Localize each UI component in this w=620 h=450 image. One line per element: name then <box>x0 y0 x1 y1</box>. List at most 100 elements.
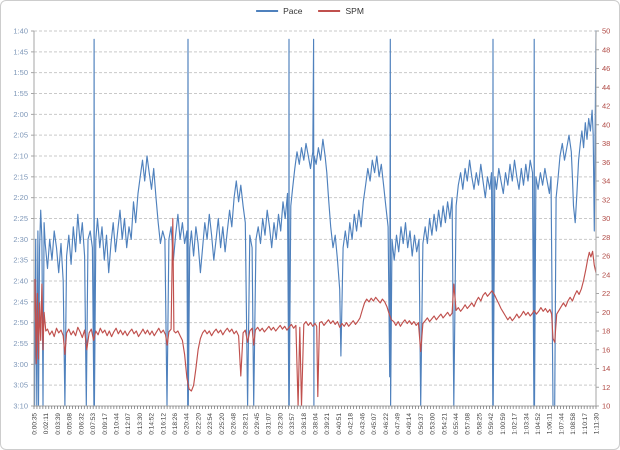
x-axis-tick-label: 0:28:21 <box>242 413 249 435</box>
x-axis-tick-label: 0:18:26 <box>172 413 179 435</box>
left-axis-tick-label: 2:10 <box>13 152 28 161</box>
left-axis-tick-label: 3:00 <box>13 360 28 369</box>
x-axis-tick-label: 1:08:58 <box>570 413 577 435</box>
x-axis-tick-label: 0:05:08 <box>67 413 74 435</box>
x-axis-tick-label: 0:22:20 <box>195 413 202 435</box>
x-axis-tick-label: 0:33:57 <box>289 413 296 435</box>
x-axis-labels: 0:00:35 0:02:11 0:03:39 0:05:08 0:06:32 0:07:… <box>32 413 601 435</box>
right-axis-tick-label: 34 <box>602 177 610 186</box>
left-axis-tick-label: 1:45 <box>13 47 28 56</box>
x-axis-tick-label: 0:59:42 <box>488 413 495 435</box>
x-axis-tick-label: 0:16:12 <box>160 413 167 435</box>
x-axis-tick-label: 0:07:53 <box>90 413 97 435</box>
left-axis-tick-label: 2:40 <box>13 277 28 286</box>
legend-item-pace: Pace <box>256 7 302 16</box>
right-axis-tick-label: 36 <box>602 158 610 167</box>
x-axis-tick-label: 0:03:39 <box>55 413 62 435</box>
left-axis-tick-label: 3:10 <box>13 402 28 411</box>
x-axis-tick-label: 0:20:44 <box>184 413 191 435</box>
x-axis-tick-label: 1:00:59 <box>500 413 507 435</box>
right-axis-tick-label: 38 <box>602 139 610 148</box>
x-axis-tick-label: 0:13:30 <box>137 413 144 435</box>
right-axis-tick-label: 48 <box>602 45 610 54</box>
x-axis-tick-label: 0:43:46 <box>359 413 366 435</box>
x-axis-tick-label: 0:23:54 <box>207 413 214 435</box>
x-axis-tick-label: 0:50:37 <box>418 413 425 435</box>
left-axis-tick-label: 2:30 <box>13 235 28 244</box>
x-axis-tick-label: 0:45:07 <box>371 413 378 435</box>
left-axis-tick-label: 2:05 <box>13 131 28 140</box>
left-axis-tick-label: 1:40 <box>13 27 28 36</box>
x-axis-tick-label: 0:57:08 <box>465 413 472 435</box>
left-axis-tick-label: 2:50 <box>13 318 28 327</box>
x-axis-tick-label: 0:54:21 <box>441 413 448 435</box>
left-axis-tick-label: 1:55 <box>13 89 28 98</box>
right-axis-tick-label: 26 <box>602 252 610 261</box>
x-axis-tick-label: 0:00:35 <box>32 413 39 435</box>
x-axis-tick-label: 0:36:18 <box>301 413 308 435</box>
x-axis-tick-strip <box>33 406 597 409</box>
right-axis-tick-label: 18 <box>602 327 610 336</box>
x-axis-tick-label: 0:58:25 <box>476 413 483 435</box>
x-axis-tick-label: 0:26:48 <box>231 413 238 435</box>
right-axis-tick-label: 22 <box>602 289 610 298</box>
right-axis-tick-label: 10 <box>602 402 610 411</box>
pace-legend-line-icon <box>256 10 279 13</box>
x-axis-tick-label: 0:12:07 <box>125 413 132 435</box>
right-axis-tick-label: 30 <box>602 214 610 223</box>
right-axis-tick-label: 50 <box>602 27 610 36</box>
left-axis-tick-label: 3:05 <box>13 381 28 390</box>
x-axis-tick-label: 0:25:20 <box>219 413 226 435</box>
right-axis-tick-label: 40 <box>602 120 610 129</box>
x-axis-tick-label: 0:38:04 <box>313 413 320 435</box>
x-axis-tick-label: 1:11:30 <box>594 413 601 435</box>
right-axis-tick-label: 24 <box>602 270 610 279</box>
right-axis-tick-label: 44 <box>602 83 610 92</box>
chart-legend: Pace SPM <box>256 7 364 16</box>
x-axis-tick-label: 0:31:07 <box>266 413 273 435</box>
left-axis-tick-label: 2:20 <box>13 193 28 202</box>
x-axis-tick-label: 0:49:14 <box>406 413 413 435</box>
x-axis-tick-label: 0:02:11 <box>43 413 50 435</box>
spm-series-line <box>33 217 597 407</box>
x-axis-tick-label: 0:42:18 <box>348 413 355 435</box>
x-axis-tick-label: 0:09:17 <box>102 413 109 435</box>
x-axis-tick-label: 0:47:49 <box>394 413 401 435</box>
horizontal-gridlines <box>34 30 596 407</box>
x-axis-tick-label: 0:32:30 <box>277 413 284 435</box>
x-axis-tick-label: 0:10:44 <box>113 413 120 435</box>
right-axis-tick-label: 16 <box>602 345 610 354</box>
pace-legend-label: Pace <box>283 6 303 16</box>
x-axis-tick-label: 0:06:32 <box>78 413 85 435</box>
x-axis-tick-label: 0:46:22 <box>383 413 390 435</box>
spm-legend-label: SPM <box>345 6 364 16</box>
right-axis-tick-label: 28 <box>602 233 610 242</box>
x-axis-tick-label: 1:06:11 <box>547 413 554 435</box>
right-axis-tick-label: 42 <box>602 102 610 111</box>
x-axis-tick-label: 1:04:52 <box>535 413 542 435</box>
left-axis-tick-label: 2:55 <box>13 339 28 348</box>
left-axis-tick-label: 2:35 <box>13 256 28 265</box>
right-axis-labels: 50 48 46 44 42 40 38 36 34 32 30 28 26 24 22 20 18 16 14 12… <box>596 27 610 411</box>
left-axis-tick-label: 2:25 <box>13 214 28 223</box>
right-axis-tick-label: 14 <box>602 364 610 373</box>
x-axis-tick-label: 0:39:21 <box>324 413 331 435</box>
x-axis-tick-label: 0:53:00 <box>430 413 437 435</box>
x-axis-tick-label: 0:40:51 <box>336 413 343 435</box>
left-axis-tick-label: 2:45 <box>13 297 28 306</box>
x-axis-tick-label: 0:29:45 <box>254 413 261 435</box>
left-axis-tick-label: 2:15 <box>13 172 28 181</box>
right-axis-tick-label: 20 <box>602 308 610 317</box>
left-axis-tick-label: 2:00 <box>13 110 28 119</box>
x-axis-tick-label: 1:02:17 <box>512 413 519 435</box>
spm-legend-line-icon <box>318 10 341 13</box>
left-axis-tick-label: 1:50 <box>13 68 28 77</box>
right-axis-tick-label: 12 <box>602 383 610 392</box>
x-axis-tick-label: 0:55:44 <box>453 413 460 435</box>
right-axis-tick-label: 32 <box>602 195 610 204</box>
x-axis-tick-label: 0:14:52 <box>149 413 156 435</box>
x-axis-tick-label: 1:03:34 <box>523 413 530 435</box>
x-axis-tick-label: 1:10:17 <box>582 413 589 435</box>
